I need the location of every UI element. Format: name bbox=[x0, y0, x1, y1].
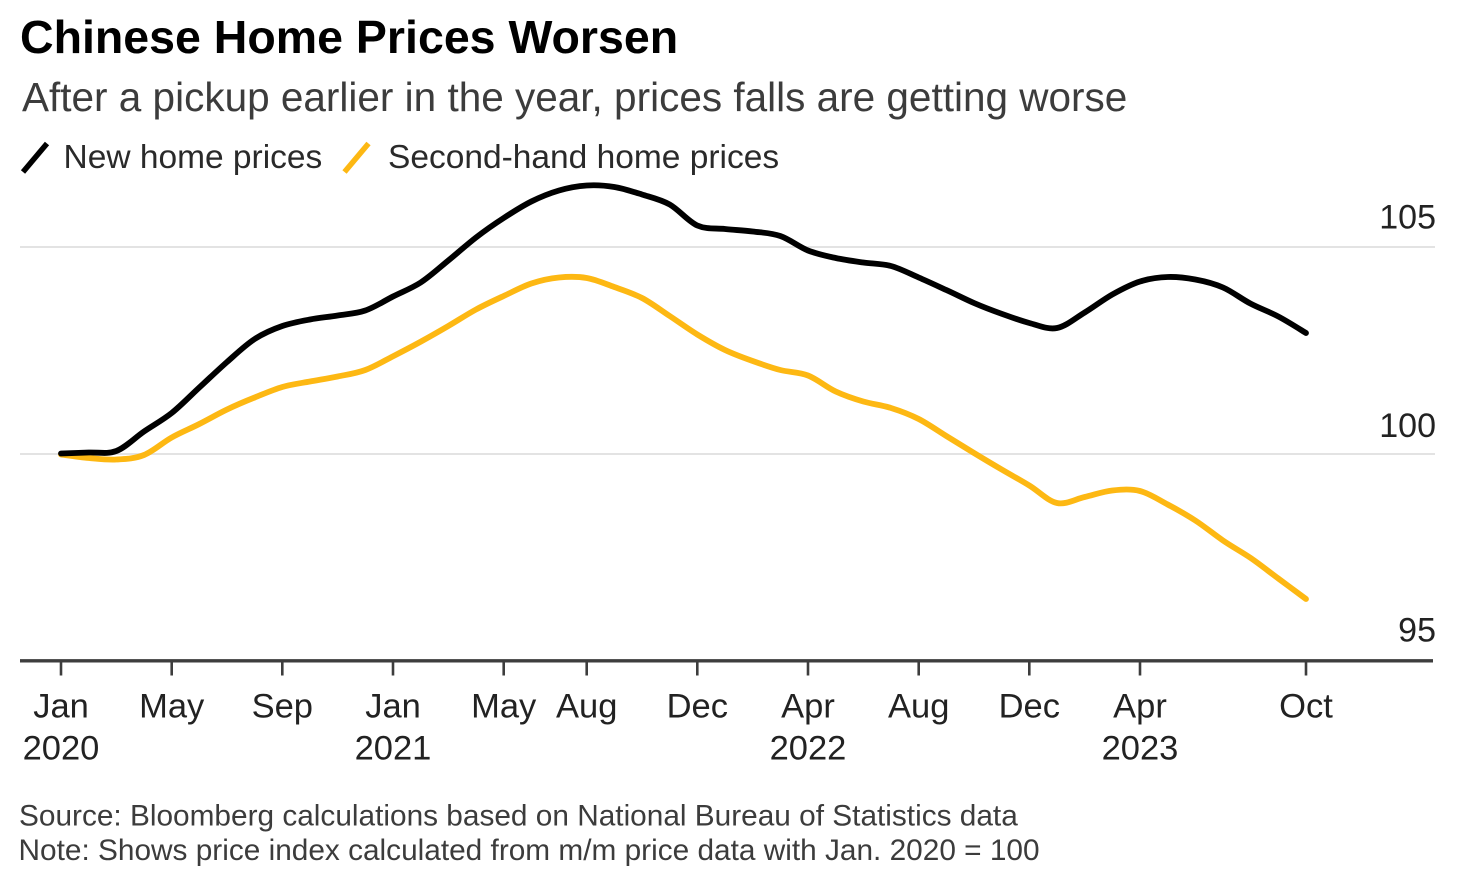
svg-text:Oct: Oct bbox=[1279, 688, 1333, 726]
svg-text:New home prices: New home prices bbox=[64, 139, 323, 176]
svg-text:Jan: Jan bbox=[365, 688, 421, 726]
svg-text:2023: 2023 bbox=[1102, 730, 1179, 768]
svg-text:Jan: Jan bbox=[33, 688, 89, 726]
svg-text:Aug: Aug bbox=[556, 688, 617, 726]
svg-text:95: 95 bbox=[1398, 612, 1436, 650]
svg-text:2020: 2020 bbox=[23, 730, 100, 768]
svg-text:100: 100 bbox=[1379, 407, 1436, 445]
svg-text:Sep: Sep bbox=[252, 688, 313, 726]
svg-text:2022: 2022 bbox=[770, 730, 847, 768]
svg-text:Chinese Home Prices Worsen: Chinese Home Prices Worsen bbox=[20, 11, 678, 63]
svg-text:After a pickup earlier in the: After a pickup earlier in the year, pric… bbox=[22, 74, 1127, 120]
svg-text:Apr: Apr bbox=[1113, 688, 1167, 726]
svg-text:Source: Bloomberg calculations: Source: Bloomberg calculations based on … bbox=[19, 800, 1018, 833]
svg-text:Aug: Aug bbox=[888, 688, 949, 726]
svg-text:Dec: Dec bbox=[999, 688, 1060, 726]
svg-text:Apr: Apr bbox=[781, 688, 835, 726]
svg-text:May: May bbox=[471, 688, 537, 726]
svg-text:Note: Shows price index calcul: Note: Shows price index calculated from … bbox=[19, 834, 1040, 867]
svg-text:May: May bbox=[139, 688, 205, 726]
svg-text:2021: 2021 bbox=[355, 730, 432, 768]
svg-text:Dec: Dec bbox=[667, 688, 728, 726]
svg-text:Second-hand home prices: Second-hand home prices bbox=[388, 139, 779, 176]
svg-text:105: 105 bbox=[1379, 199, 1436, 237]
